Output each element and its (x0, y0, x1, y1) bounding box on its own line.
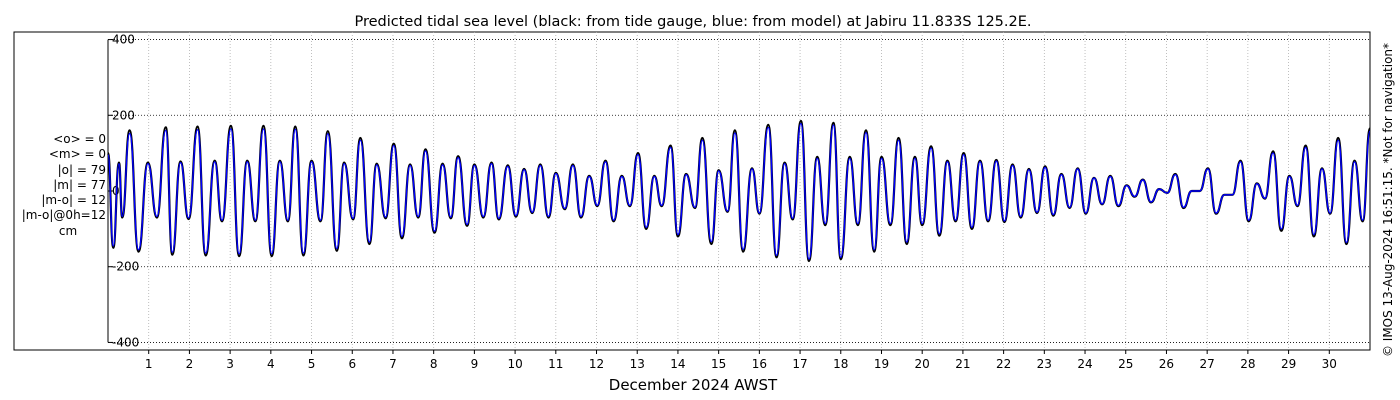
x-tick-label: 17 (792, 357, 807, 371)
x-tick-label: 21 (955, 357, 970, 371)
x-tick-label: 12 (589, 357, 604, 371)
stat-abs-diff-0h: |m-o|@0h=12 (21, 208, 106, 223)
x-tick-label: 19 (874, 357, 889, 371)
x-tick-label: 6 (348, 357, 356, 371)
x-tick-label: 30 (1322, 357, 1337, 371)
x-tick-label: 11 (548, 357, 563, 371)
x-tick-label: 9 (471, 357, 479, 371)
series-line-model (107, 122, 1371, 260)
x-tick-label: 18 (833, 357, 848, 371)
x-tick-label: 7 (389, 357, 397, 371)
y-tick-label: 400 (112, 33, 135, 47)
x-tick-label: 2 (186, 357, 194, 371)
x-tick-label: 20 (915, 357, 930, 371)
series-group (106, 119, 1372, 263)
outer-frame (13, 31, 1371, 351)
x-tick-label: 26 (1159, 357, 1174, 371)
x-tick-label: 16 (752, 357, 767, 371)
y-tick-label: -400 (112, 335, 139, 349)
x-tick-label: 3 (226, 357, 234, 371)
x-tick-label: 4 (267, 357, 275, 371)
stat-abs-diff: |m-o| = 12 (41, 193, 106, 208)
stat-abs-observed: |o| = 79 (57, 162, 106, 177)
x-tick-label: 27 (1200, 357, 1215, 371)
stats-panel: <o> = 0 <m> = 0 |o| = 79 |m| = 77 |m-o| … (0, 132, 106, 239)
credit-text: © IMOS 13-Aug-2024 16:51:15. *Not for na… (1381, 42, 1395, 358)
x-tick-label: 25 (1118, 357, 1133, 371)
grid (108, 32, 1370, 350)
stat-mean-observed: <o> = 0 (53, 132, 106, 146)
x-tick-label: 23 (1037, 357, 1052, 371)
stat-mean-model: <m> = 0 (48, 147, 106, 162)
chart-title: Predicted tidal sea level (black: from t… (354, 14, 1031, 30)
x-tick-label: 10 (507, 357, 522, 371)
y-tick-label: 200 (112, 108, 135, 122)
x-tick-label: 22 (996, 357, 1011, 371)
x-tick-label: 14 (670, 357, 685, 371)
x-tick-label: 13 (630, 357, 645, 371)
x-tick-label: 24 (1077, 357, 1092, 371)
x-axis-label: December 2024 AWST (609, 376, 778, 394)
x-tick-label: 5 (308, 357, 316, 371)
stat-abs-model: |m| = 77 (53, 177, 106, 192)
x-tick-label: 8 (430, 357, 438, 371)
x-tick-label: 29 (1281, 357, 1296, 371)
x-tick-label: 28 (1240, 357, 1255, 371)
x-tick-label: 15 (711, 357, 726, 371)
stat-unit: cm (58, 223, 78, 238)
y-tick-label: -200 (112, 260, 139, 274)
x-tick-label: 1 (145, 357, 153, 371)
